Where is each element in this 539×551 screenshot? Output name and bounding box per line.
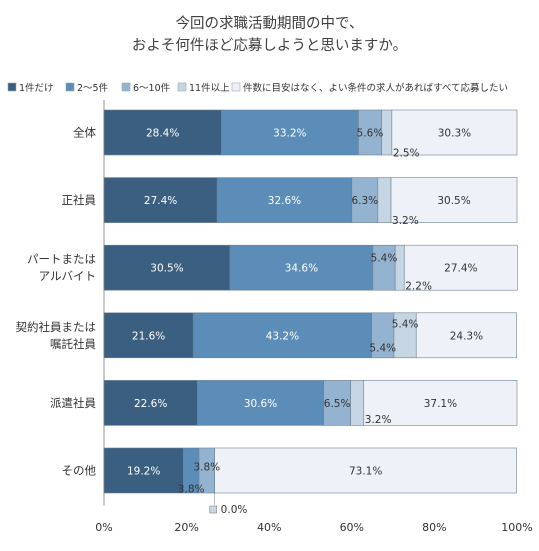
chart-title-line: 今回の求職活動期間の中で、: [176, 15, 364, 32]
bar-segment: [214, 447, 517, 494]
category-label: 派遣社員: [50, 396, 96, 410]
legend-label: 2～5件: [77, 82, 109, 94]
chart-title: 今回の求職活動期間の中で、およそ何件ほど応募しようと思いますか。: [132, 15, 407, 54]
legend-label: 6～10件: [133, 82, 171, 94]
category-label: 嘱託社員: [50, 337, 96, 351]
data-label: 21.6%: [132, 330, 165, 342]
data-label: 2.2%: [405, 281, 432, 293]
category-label: パートまたは: [27, 252, 96, 266]
bar-segment: [103, 109, 222, 156]
bar-segment: [363, 380, 518, 426]
data-label: 3.8%: [193, 462, 220, 474]
x-axis: 0% 20% 40% 60% 80% 100%: [95, 100, 533, 534]
data-label: 3.2%: [392, 215, 419, 227]
data-label: 6.3%: [351, 195, 378, 207]
bar-segment: [391, 109, 518, 156]
data-label: 5.6%: [357, 128, 384, 140]
bar-segment: [103, 177, 218, 223]
x-tick-label: 100%: [501, 521, 532, 534]
bar-segment: [103, 244, 231, 291]
data-label: 27.4%: [444, 263, 477, 275]
legend-label: 件数に目安はなく、よい条件の求人があればすべて応募したい: [243, 82, 508, 94]
data-label: 3.8%: [178, 484, 205, 496]
data-label: 3.2%: [365, 414, 392, 426]
bar-segment: [216, 177, 353, 223]
category-label: その他: [62, 464, 97, 478]
data-label: 0.0%: [221, 504, 248, 516]
legend-swatch: [231, 82, 241, 92]
data-label: 30.5%: [437, 195, 470, 207]
bar-segment: [197, 380, 325, 426]
bars: [103, 109, 518, 494]
data-label: 33.2%: [273, 128, 306, 140]
legend-swatch: [65, 82, 75, 92]
legend-label: 11件以上: [189, 82, 230, 94]
data-label: 6.5%: [324, 398, 351, 410]
bar-segment: [103, 380, 198, 426]
bar-segment: [390, 177, 518, 223]
bar-segment: [192, 312, 372, 359]
data-label: 5.4%: [369, 342, 396, 354]
x-tick-label: 0%: [95, 521, 112, 534]
data-label: 28.4%: [146, 128, 179, 140]
bar-segment: [351, 177, 379, 223]
data-label: 5.4%: [371, 253, 398, 265]
x-tick-label: 20%: [174, 521, 198, 534]
chart-title-line: およそ何件ほど応募しようと思いますか。: [132, 37, 407, 54]
data-labels: 28.4% 33.2% 5.6% 2.5% 30.3% 27.4% 32.6% 6.3% 3.2…: [127, 128, 483, 517]
data-label: 27.4%: [144, 195, 177, 207]
bar-segment: [323, 380, 351, 426]
data-label: 43.2%: [266, 330, 299, 342]
data-label: 19.2%: [127, 466, 160, 478]
category-label: 正社員: [62, 193, 97, 207]
data-label: 37.1%: [424, 398, 457, 410]
data-label: 30.5%: [150, 263, 183, 275]
legend-swatch: [121, 82, 131, 92]
bar-segment: [103, 447, 184, 494]
data-label: 34.6%: [285, 263, 318, 275]
bar-segment: [350, 380, 365, 426]
x-tick-label: 60%: [340, 521, 364, 534]
data-label: 73.1%: [349, 466, 382, 478]
data-label: 30.6%: [244, 398, 277, 410]
x-tick-label: 80%: [422, 521, 446, 534]
data-label: 22.6%: [134, 398, 167, 410]
bar-segment: [229, 244, 374, 291]
bar-segment: [377, 177, 392, 223]
legend-label: 1件だけ: [19, 82, 54, 94]
bar-segment: [403, 244, 518, 291]
category-label: 全体: [73, 126, 96, 140]
legend-swatch: [177, 82, 187, 92]
x-tick-label: 40%: [257, 521, 281, 534]
data-label: 2.5%: [393, 148, 420, 160]
legend-swatch: [7, 82, 17, 92]
data-label: 24.3%: [450, 330, 483, 342]
data-label: 32.6%: [268, 195, 301, 207]
data-label: 30.3%: [438, 128, 471, 140]
category-label: 契約社員または: [16, 320, 97, 334]
chart-legend: 1件だけ 2～5件 6～10件 11件以上 件数に目安はなく、よい条件の求人があればすべ…: [7, 82, 508, 94]
callout-swatch: [209, 505, 217, 514]
category-label: アルバイト: [39, 269, 96, 283]
data-label: 5.4%: [392, 318, 419, 330]
bar-segment: [220, 109, 359, 156]
bar-segment: [415, 312, 517, 359]
